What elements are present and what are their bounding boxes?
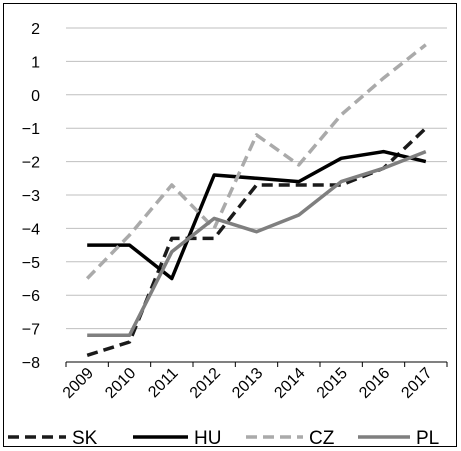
y-tick-label: −5 bbox=[22, 255, 40, 272]
y-tick-label: 2 bbox=[31, 21, 40, 38]
x-tick-label: 2012 bbox=[187, 365, 224, 402]
y-axis-ticks: 2 1 0 −1 −2 −3 −4 −5 −6 −7 −8 bbox=[22, 21, 40, 372]
y-tick-label: −4 bbox=[22, 221, 40, 238]
x-tick-label: 2010 bbox=[102, 365, 139, 402]
legend: SK HU CZ PL bbox=[8, 428, 439, 449]
x-axis bbox=[66, 362, 447, 367]
y-tick-label: −8 bbox=[22, 355, 40, 372]
x-tick-label: 2013 bbox=[229, 365, 266, 402]
x-tick-label: 2014 bbox=[271, 365, 308, 402]
y-tick-label: 1 bbox=[31, 54, 40, 71]
y-tick-label: 0 bbox=[31, 88, 40, 105]
x-tick-label: 2016 bbox=[356, 365, 393, 402]
legend-label-cz: CZ bbox=[309, 428, 335, 449]
series-lines bbox=[87, 45, 426, 356]
x-tick-label: 2011 bbox=[145, 365, 181, 401]
x-tick-label: 2017 bbox=[398, 365, 435, 402]
y-tick-label: −2 bbox=[22, 155, 40, 172]
legend-label-pl: PL bbox=[416, 428, 439, 449]
x-tick-label: 2009 bbox=[60, 365, 97, 402]
x-tick-label: 2015 bbox=[314, 365, 351, 402]
y-tick-label: −7 bbox=[22, 322, 40, 339]
y-tick-label: −6 bbox=[22, 288, 40, 305]
legend-label-hu: HU bbox=[194, 428, 221, 449]
legend-label-sk: SK bbox=[72, 428, 98, 449]
y-tick-label: −1 bbox=[22, 121, 40, 138]
x-axis-ticks: 2009 2010 2011 2012 2013 2014 2015 2016 2017 bbox=[60, 365, 436, 402]
y-tick-label: −3 bbox=[22, 188, 40, 205]
